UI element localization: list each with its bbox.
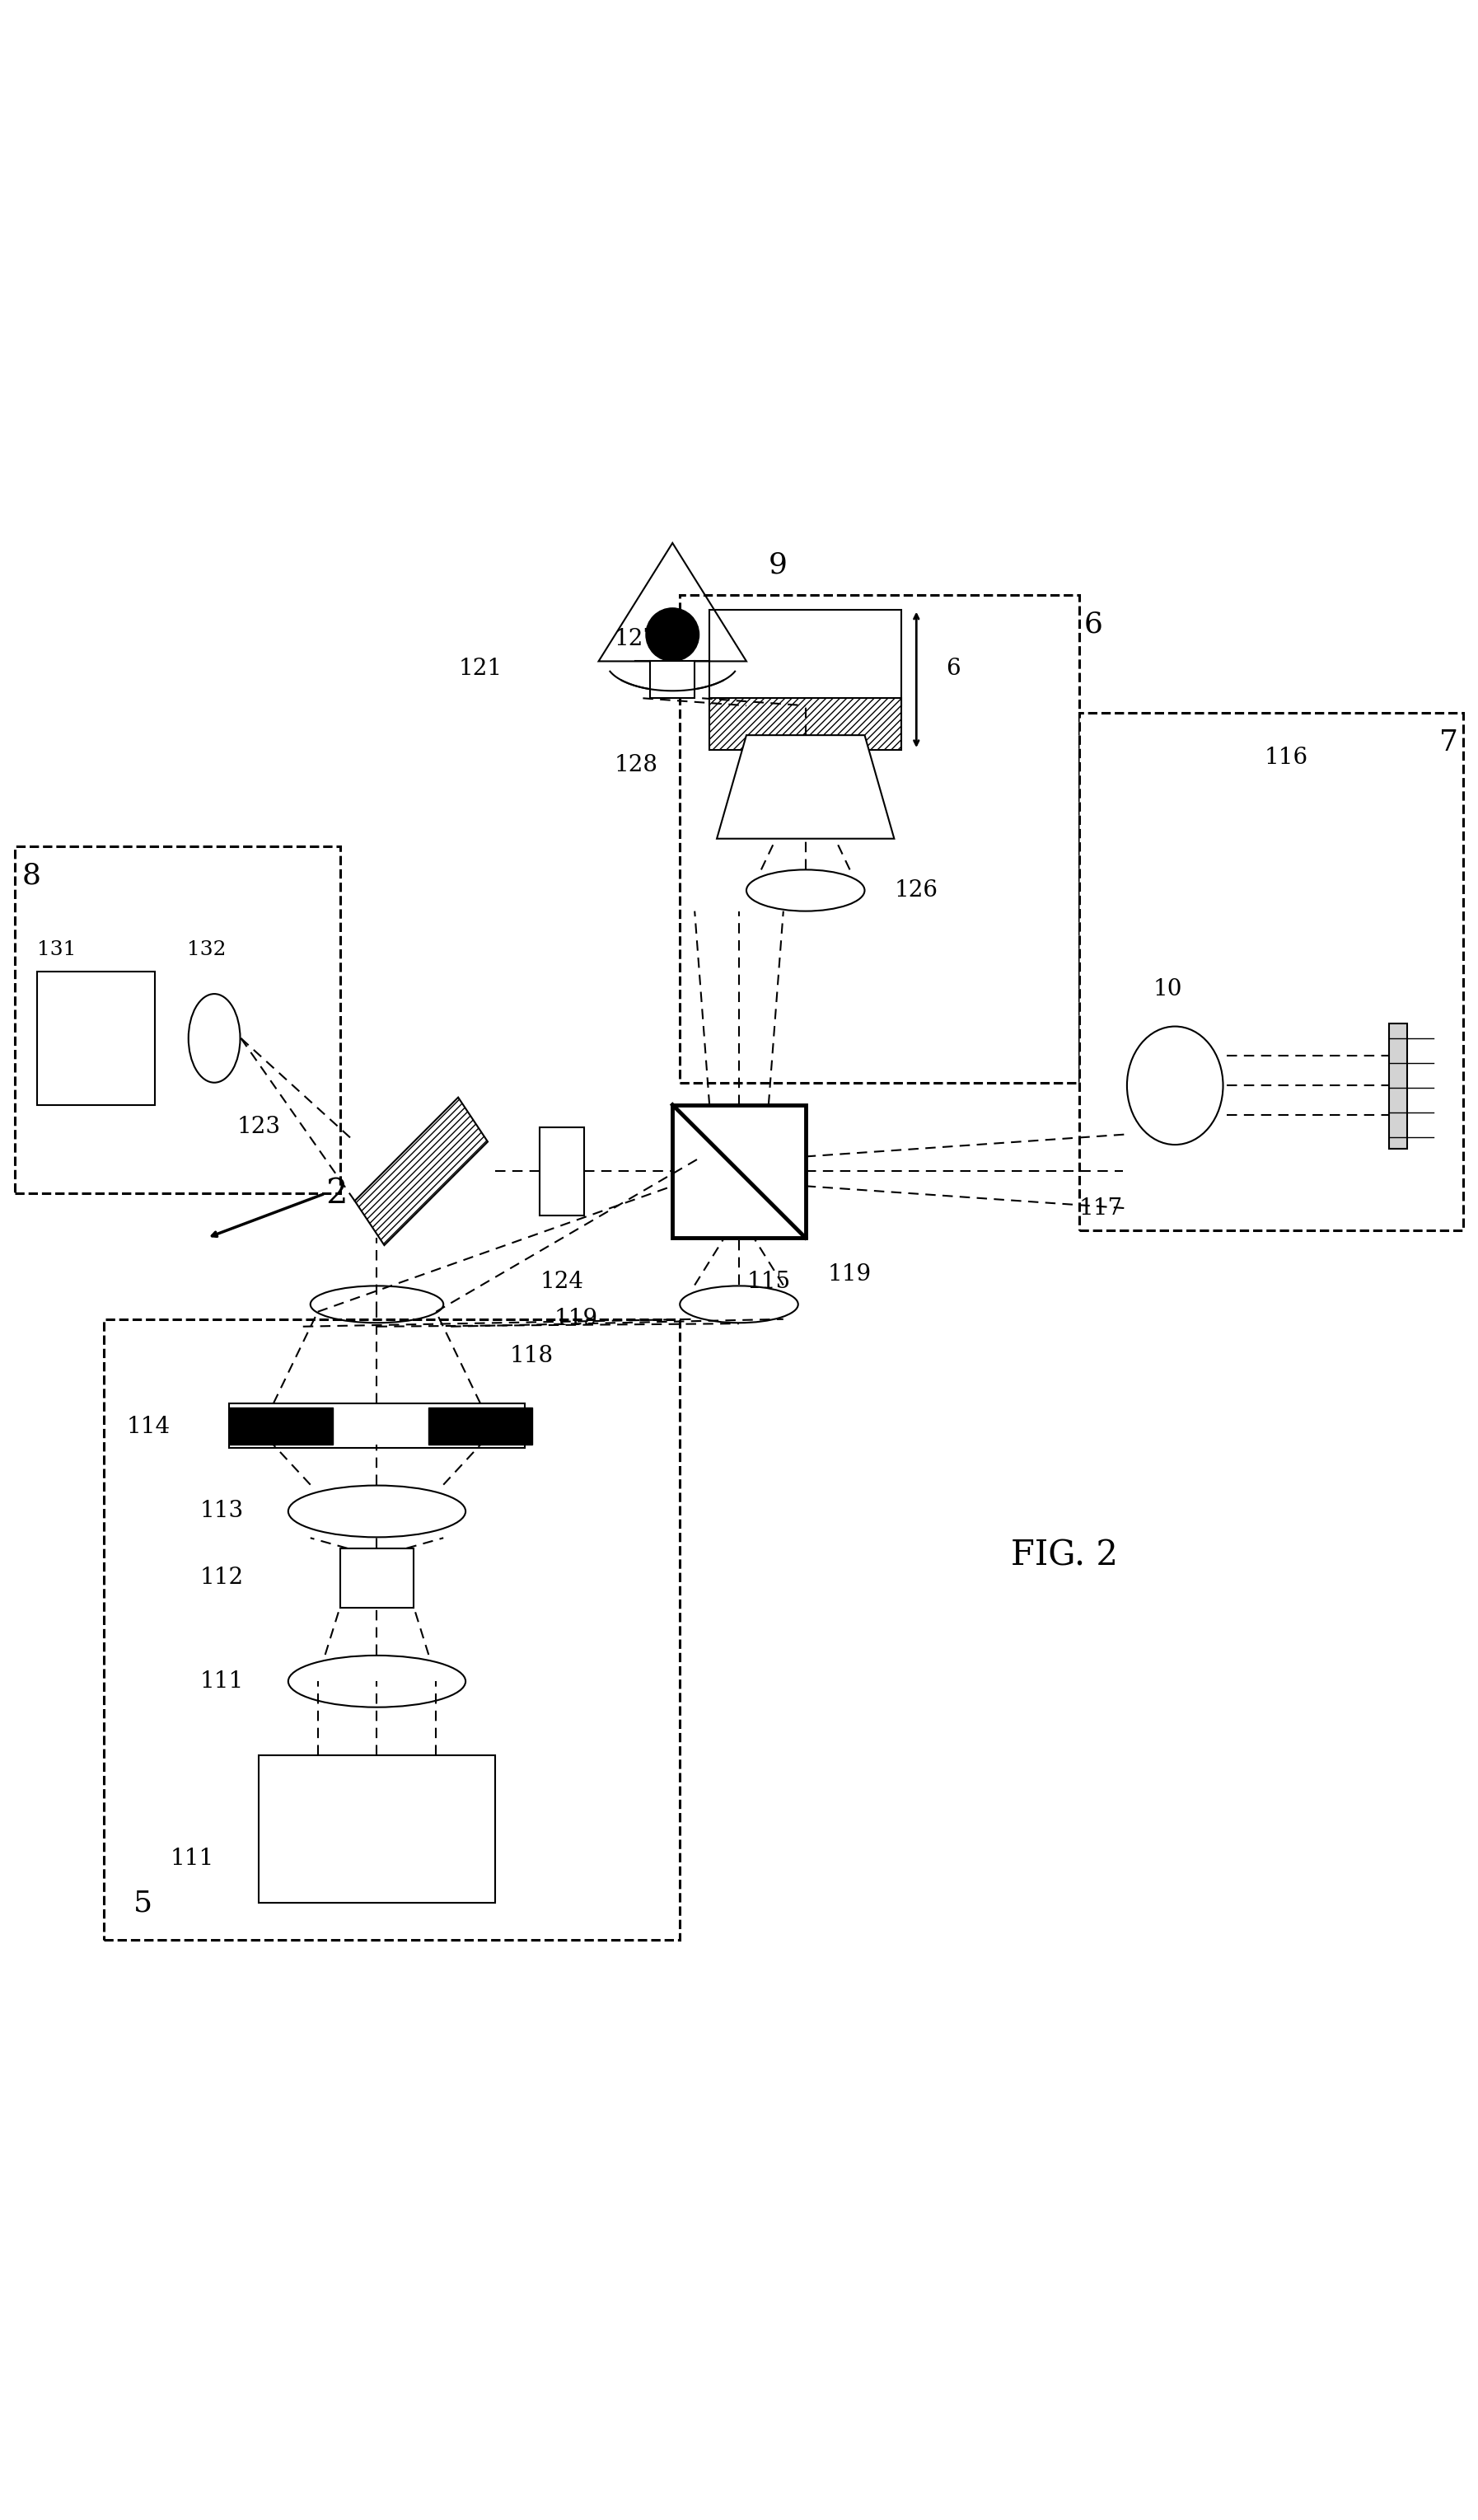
Text: 7: 7 <box>1440 728 1457 756</box>
Bar <box>672 1104 806 1237</box>
Bar <box>259 1756 495 1903</box>
Text: 124: 124 <box>539 1270 584 1293</box>
Polygon shape <box>355 1096 488 1245</box>
Bar <box>709 698 902 751</box>
Polygon shape <box>717 736 894 839</box>
Text: 119: 119 <box>828 1263 872 1285</box>
Text: 128: 128 <box>613 753 658 776</box>
Bar <box>1389 1023 1407 1149</box>
Text: 112: 112 <box>200 1567 244 1590</box>
Text: 5: 5 <box>133 1890 152 1918</box>
Bar <box>680 595 1079 1084</box>
Text: 117: 117 <box>1079 1197 1123 1220</box>
Bar <box>229 1409 333 1444</box>
Text: 114: 114 <box>126 1416 170 1439</box>
Text: 121: 121 <box>458 658 503 680</box>
Text: 6: 6 <box>946 658 961 680</box>
Text: 115: 115 <box>746 1270 791 1293</box>
Bar <box>103 1318 680 1940</box>
Bar <box>340 1547 414 1608</box>
Bar <box>1079 713 1463 1230</box>
Text: 10: 10 <box>1153 978 1182 1000</box>
Bar <box>650 660 695 698</box>
Text: 9: 9 <box>769 552 788 580</box>
Text: 6: 6 <box>1085 610 1103 638</box>
Text: 127: 127 <box>613 627 658 650</box>
Text: 118: 118 <box>510 1346 554 1368</box>
Bar <box>229 1404 525 1449</box>
Text: 116: 116 <box>1264 746 1308 769</box>
Bar <box>15 847 340 1194</box>
Bar <box>429 1409 532 1444</box>
Text: 131: 131 <box>37 940 75 960</box>
Text: 113: 113 <box>200 1499 244 1522</box>
Bar <box>37 973 155 1104</box>
Text: 123: 123 <box>236 1116 281 1139</box>
Text: 2: 2 <box>325 1177 347 1210</box>
Bar <box>539 1126 584 1215</box>
Text: FIG. 2: FIG. 2 <box>1011 1537 1117 1572</box>
Text: 132: 132 <box>188 940 226 960</box>
Bar <box>709 610 902 706</box>
Text: 111: 111 <box>200 1671 244 1693</box>
Text: 111: 111 <box>170 1847 214 1870</box>
Text: 119: 119 <box>554 1308 599 1331</box>
Text: 8: 8 <box>22 862 41 890</box>
Circle shape <box>646 607 699 660</box>
Text: 126: 126 <box>894 879 939 902</box>
